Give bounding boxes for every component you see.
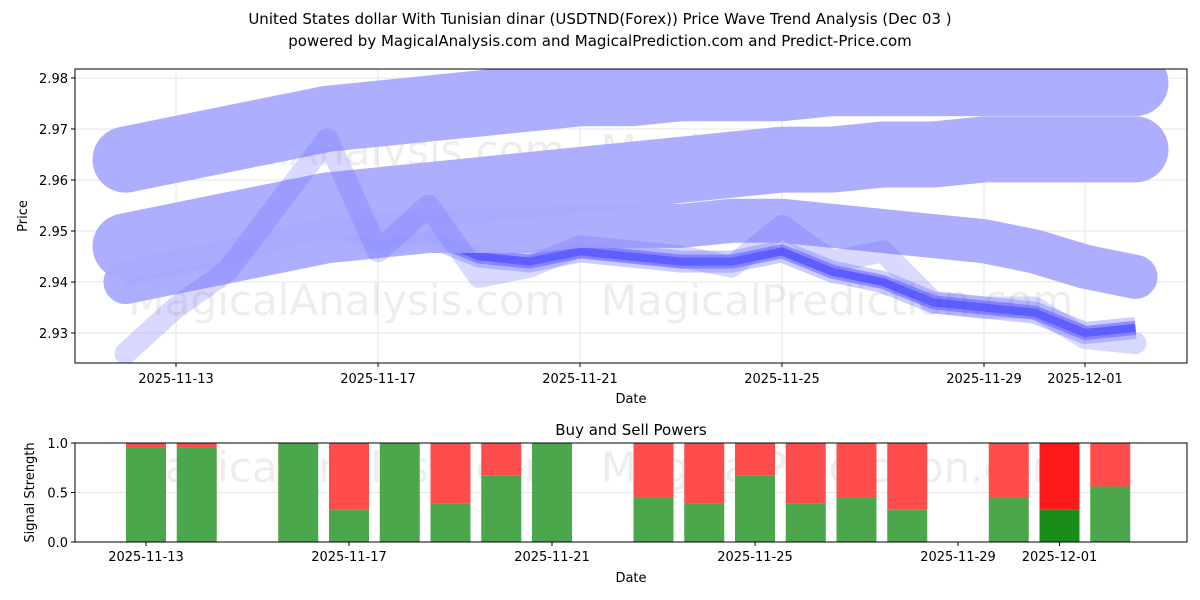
x-tick-label: 2025-11-13 [138, 372, 214, 387]
x-axis-label: Date [615, 392, 646, 407]
wave-band [103, 198, 1158, 304]
chart-subtitle: powered by MagicalAnalysis.com and Magic… [288, 32, 912, 50]
buy-bar [633, 497, 674, 542]
x-tick-label: 2025-11-17 [311, 550, 387, 565]
sell-bar [735, 443, 775, 476]
plot-frame [74, 68, 1188, 364]
plot-frame [74, 442, 1188, 543]
sell-bar [684, 443, 725, 504]
buy-bar [126, 447, 166, 542]
subchart-title: Buy and Sell Powers [555, 421, 707, 439]
y-tick-label: 2.98 [39, 72, 68, 87]
x-tick-label: 2025-11-25 [717, 550, 793, 565]
sell-bar [329, 443, 369, 510]
buy-bar [988, 497, 1029, 542]
sell-bar [887, 443, 928, 510]
chart-title: United States dollar With Tunisian dinar… [248, 10, 952, 28]
sell-bar [430, 443, 471, 504]
sell-bar [988, 443, 1029, 498]
sell-bar [1039, 443, 1080, 510]
x-tick-label: 2025-11-21 [542, 372, 618, 387]
x-tick-label: 2025-12-01 [1022, 550, 1098, 565]
x-tick-label: 2025-11-21 [514, 550, 590, 565]
plot-area: MagicalAnalysis.comMagicalAnalysis.comMa… [92, 69, 1169, 363]
sell-bar [126, 443, 166, 448]
y-tick-label: 2.94 [39, 276, 68, 291]
x-axis-label: Date [615, 571, 646, 586]
sell-bar [1090, 443, 1131, 487]
buy-bar [532, 443, 572, 542]
buy-bar [1039, 509, 1080, 542]
y-tick-label: 2.97 [39, 123, 68, 138]
watermark: MagicalPrediction.com [601, 276, 1074, 325]
sell-bar [633, 443, 674, 498]
x-tick-label: 2025-11-29 [920, 550, 996, 565]
y-axis-label: Price [16, 200, 31, 232]
buy-bar [379, 443, 420, 542]
y-tick-label: 0.5 [47, 487, 68, 502]
y-tick-label: 1.0 [47, 437, 68, 452]
buy-bar [278, 443, 319, 542]
sell-bar [836, 443, 877, 498]
wave-band [92, 116, 1169, 280]
buy-bar [329, 509, 369, 542]
buy-bar [836, 497, 877, 542]
buy-bar [1090, 486, 1131, 542]
x-tick-label: 2025-11-25 [744, 372, 820, 387]
x-tick-label: 2025-11-17 [340, 372, 416, 387]
y-tick-label: 2.95 [39, 225, 68, 240]
buy-bar [887, 509, 928, 542]
sell-bar [481, 443, 522, 476]
buy-bar [176, 447, 217, 542]
sell-bar [176, 443, 217, 448]
buy-bar [430, 503, 471, 542]
y-axis-label: Signal Strength [23, 442, 38, 542]
wave-band [114, 128, 1147, 363]
x-tick-label: 2025-12-01 [1047, 372, 1123, 387]
buy-bar [481, 475, 522, 542]
x-tick-label: 2025-11-29 [946, 372, 1022, 387]
y-tick-label: 2.93 [39, 327, 68, 342]
wave-band [92, 69, 1169, 193]
sell-bar [785, 443, 826, 504]
buy-bar [785, 503, 826, 542]
y-tick-label: 2.96 [39, 174, 68, 189]
buy-bar [735, 475, 775, 542]
y-tick-label: 0.0 [47, 536, 68, 551]
x-tick-label: 2025-11-13 [108, 550, 184, 565]
buy-bar [684, 503, 725, 542]
